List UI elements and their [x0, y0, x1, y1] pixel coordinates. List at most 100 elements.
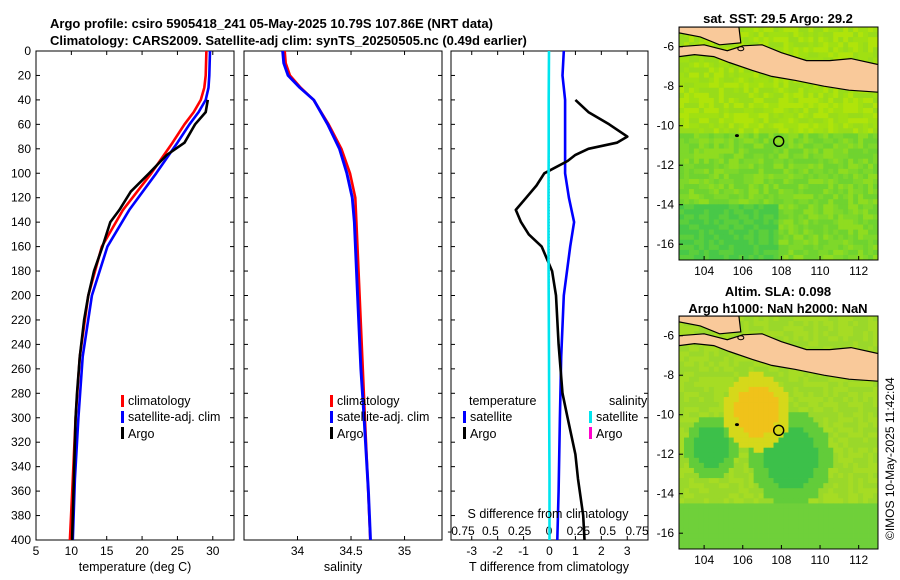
map-cell	[863, 381, 869, 388]
map-cell	[693, 168, 700, 175]
y-tick-label: 100	[11, 166, 31, 180]
map-cell	[763, 417, 769, 423]
map-cell	[743, 412, 749, 418]
y-tick-label: 200	[11, 289, 31, 303]
map-cell	[813, 483, 819, 489]
map-cell	[688, 397, 695, 403]
map-cell	[693, 178, 700, 185]
map-cell	[828, 138, 834, 144]
map-cell	[813, 417, 819, 423]
map-cell	[848, 194, 854, 200]
map-cell	[768, 148, 774, 154]
map-cell	[708, 422, 715, 428]
map-cell	[778, 321, 784, 327]
map-cell	[688, 376, 695, 383]
map-cell	[853, 199, 859, 205]
map-cell	[873, 336, 878, 342]
map-cell	[763, 133, 769, 139]
map-cell	[818, 113, 824, 119]
map-cell	[738, 199, 744, 205]
map-cell	[768, 366, 774, 373]
map-cell	[793, 92, 799, 99]
map-cell	[858, 391, 864, 398]
map-cell	[818, 457, 824, 464]
map-cell	[798, 234, 804, 241]
map-cell	[723, 442, 730, 448]
map-cell	[813, 503, 819, 509]
map-cell	[843, 397, 849, 403]
map-cell	[868, 27, 874, 33]
map-cell	[848, 407, 854, 413]
map-cell	[838, 447, 844, 454]
map-cell	[748, 194, 754, 200]
map-cell	[708, 249, 715, 256]
map-cell	[848, 341, 854, 347]
map-cell	[833, 239, 839, 246]
map-cell	[858, 118, 864, 124]
map-cell	[843, 128, 849, 134]
map-cell	[858, 244, 864, 251]
map-cell	[768, 432, 774, 438]
map-cell	[843, 467, 849, 474]
map-cell	[798, 488, 804, 494]
map-cell	[808, 493, 814, 499]
map-cell	[808, 87, 814, 94]
map-cell	[743, 219, 749, 225]
legend-t-satellite-swatch	[463, 411, 466, 423]
map-cell	[843, 381, 849, 388]
map-cell	[713, 361, 720, 367]
map-cell	[708, 518, 715, 524]
map-cell	[798, 518, 804, 524]
map-cell	[818, 478, 824, 484]
map-cell	[753, 239, 759, 246]
map-cell	[708, 538, 715, 545]
map-cell	[693, 437, 700, 443]
map-cell	[828, 503, 834, 509]
map-cell	[798, 376, 804, 383]
map-cell	[679, 77, 685, 84]
map-cell	[708, 77, 715, 84]
map-cell	[693, 452, 700, 459]
map-cell	[763, 138, 769, 144]
map-cell	[853, 219, 859, 225]
map-cell	[828, 42, 834, 48]
map-cell	[728, 82, 735, 89]
map-cell	[788, 437, 794, 443]
map-cell	[703, 442, 710, 448]
map-cell	[708, 331, 715, 337]
map-cell	[823, 508, 829, 514]
map-cell	[763, 244, 769, 251]
map-cell	[723, 219, 730, 225]
map-cell	[833, 87, 839, 94]
map-cell	[773, 483, 779, 489]
map-cell	[708, 467, 715, 474]
map-cell	[833, 209, 839, 215]
map-cell	[683, 391, 690, 398]
x-tick-label: 30	[206, 544, 220, 558]
map-cell	[798, 538, 804, 545]
map-cell	[679, 422, 685, 428]
map-cell	[813, 138, 819, 144]
map-cell	[773, 194, 779, 200]
map-cell	[713, 244, 720, 251]
map-cell	[843, 102, 849, 109]
map-cell	[763, 427, 769, 433]
map-cell	[853, 336, 859, 342]
map-cell	[733, 467, 739, 474]
map-cell	[758, 321, 764, 327]
map-cell	[748, 473, 754, 479]
map-cell	[833, 214, 839, 220]
map-cell	[743, 427, 749, 433]
map-cell	[773, 97, 779, 104]
map-cell	[858, 457, 864, 464]
map-cell	[783, 234, 789, 241]
map-cell	[748, 432, 754, 438]
map-cell	[718, 133, 725, 139]
map-cell	[703, 163, 710, 170]
map-cell	[783, 381, 789, 388]
map-cell	[733, 462, 739, 469]
map-cell	[733, 87, 739, 94]
legend-climatology-swatch	[121, 395, 124, 407]
map-cell	[738, 229, 744, 235]
map-cell	[873, 153, 878, 159]
